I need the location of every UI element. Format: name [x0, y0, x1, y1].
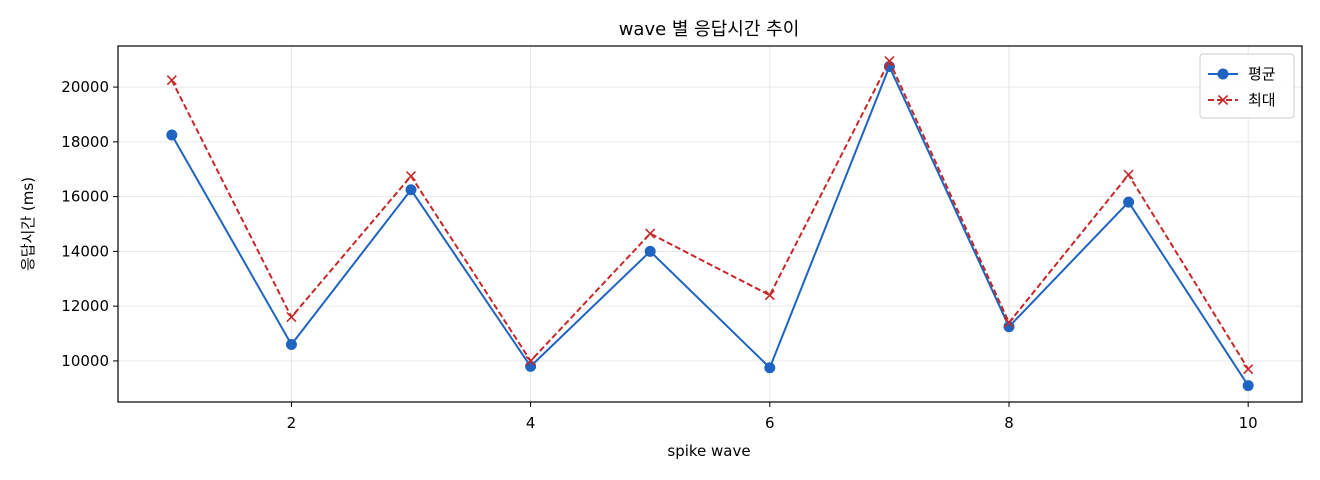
axis-ticks: 2 4 6 8 10 10000 12000 14000 16000 18000 20000 — [61, 78, 1257, 432]
data-point — [884, 55, 895, 67]
data-point — [286, 312, 297, 323]
data-point — [1123, 196, 1135, 208]
y-axis-label: 응답시간 (ms) — [19, 177, 37, 271]
y-tick-label: 18000 — [61, 133, 109, 151]
y-tick-label: 10000 — [61, 352, 109, 370]
data-point — [525, 355, 536, 366]
legend-entry: 최대 — [1208, 91, 1276, 109]
series-line — [170, 60, 1250, 370]
legend-marker — [1217, 68, 1229, 80]
data-point — [764, 290, 775, 301]
data-point — [644, 245, 656, 257]
data-point — [764, 362, 776, 374]
legend-label: 평균 — [1248, 65, 1276, 83]
plot-frame — [117, 45, 1303, 403]
legend-marker — [1217, 94, 1229, 106]
grid — [118, 46, 1302, 402]
series-2 — [166, 55, 1254, 375]
x-tick-label: 8 — [1004, 414, 1014, 432]
data-point — [166, 75, 177, 86]
y-tick-label: 12000 — [61, 297, 109, 315]
data-point — [285, 338, 297, 350]
data-point — [405, 184, 417, 196]
y-tick-label: 16000 — [61, 188, 109, 206]
x-axis-label: spike wave — [667, 442, 750, 460]
data-point — [1242, 380, 1254, 392]
legend-label: 최대 — [1248, 91, 1276, 109]
series-1 — [166, 61, 1254, 392]
legend-entry: 평균 — [1208, 65, 1276, 83]
series-line — [170, 65, 1250, 387]
x-tick-label: 6 — [765, 414, 775, 432]
legend-box — [1199, 53, 1295, 119]
data-point — [1003, 317, 1015, 328]
chart-title: wave 별 응답시간 추이 — [619, 19, 800, 40]
x-tick-label: 4 — [526, 414, 536, 432]
data-point — [525, 360, 537, 372]
y-tick-label: 14000 — [61, 242, 109, 260]
data-point — [1243, 364, 1254, 375]
x-tick-label: 2 — [287, 414, 297, 432]
data-point — [166, 129, 178, 141]
data-point — [1123, 169, 1134, 180]
y-tick-label: 20000 — [61, 78, 109, 96]
x-tick-label: 10 — [1239, 414, 1258, 432]
data-point — [405, 171, 417, 182]
series-layer — [166, 55, 1254, 392]
data-point — [645, 228, 656, 239]
